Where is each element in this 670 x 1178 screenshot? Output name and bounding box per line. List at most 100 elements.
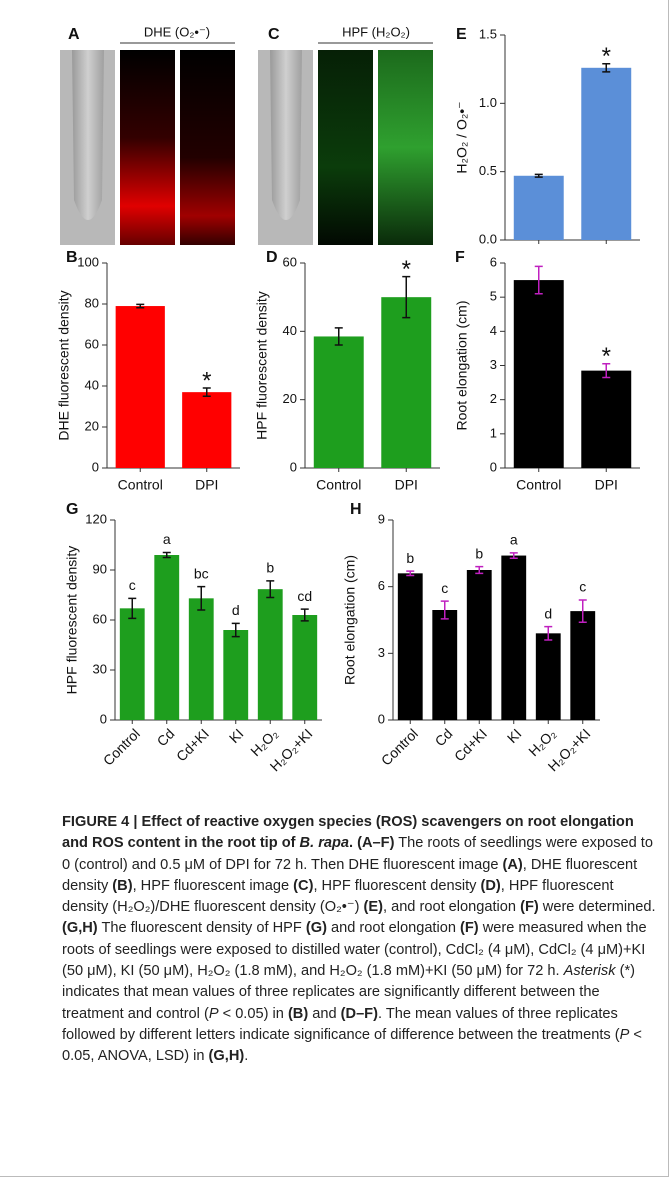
y-axis-label: HPF fluorescent density <box>64 546 80 695</box>
y-tick-label: 40 <box>85 377 99 392</box>
y-tick-label: 100 <box>77 254 99 269</box>
y-tick-label: 6 <box>378 578 385 593</box>
y-tick-label: 20 <box>283 391 297 406</box>
y-tick-label: 0 <box>290 459 297 474</box>
y-tick-label: 1.0 <box>479 95 497 110</box>
caption-run: , HPF fluorescent density <box>313 878 480 894</box>
image <box>378 50 433 245</box>
bar <box>581 68 631 240</box>
panel-label: C <box>268 26 280 43</box>
y-tick-label: 0 <box>490 459 497 474</box>
caption-run: , and root elongation <box>383 899 520 915</box>
y-tick-label: 40 <box>283 323 297 338</box>
panel-title: HPF (H₂O₂) <box>342 24 410 39</box>
caption-run: , HPF fluorescent image <box>133 878 294 894</box>
annotation: a <box>163 531 171 547</box>
caption-run: . (A–F) <box>349 835 394 851</box>
y-tick-label: 3 <box>378 645 385 660</box>
caption-run: P <box>620 1027 630 1043</box>
annotation: d <box>544 605 552 621</box>
x-tick-label: Cd <box>432 725 456 749</box>
bar <box>501 556 526 720</box>
bar <box>120 608 145 720</box>
caption-run: and <box>308 1006 340 1022</box>
caption-run: (D) <box>481 878 501 894</box>
bar <box>467 570 492 720</box>
annotation: * <box>402 256 411 283</box>
x-tick-label: Control <box>100 725 143 768</box>
bar <box>398 573 423 720</box>
bar <box>116 306 165 468</box>
bar <box>536 633 561 720</box>
caption-run: < 0.05) in <box>219 1006 288 1022</box>
image <box>318 50 373 245</box>
bar <box>292 615 317 720</box>
caption-run: and root elongation <box>327 920 460 936</box>
panel-label: E <box>456 26 467 43</box>
panel-label: G <box>66 501 78 518</box>
caption-run: (C) <box>293 878 313 894</box>
annotation: b <box>266 560 274 576</box>
y-tick-label: 60 <box>283 254 297 269</box>
caption-run: B. rapa <box>300 835 349 851</box>
y-tick-label: 0.0 <box>479 231 497 246</box>
x-tick-label: DPI <box>195 477 218 493</box>
caption-run: The fluorescent density of HPF <box>98 920 306 936</box>
y-tick-label: 20 <box>85 418 99 433</box>
annotation: cd <box>297 588 312 604</box>
caption-run: (G) <box>306 920 327 936</box>
x-tick-label: Control <box>118 477 163 493</box>
bar <box>514 176 564 240</box>
caption-run: (F) <box>520 899 539 915</box>
bar <box>381 297 431 468</box>
caption-run: . <box>244 1048 248 1064</box>
caption-run: Asterisk <box>564 963 616 979</box>
y-tick-label: 1 <box>490 425 497 440</box>
y-tick-label: 2 <box>490 391 497 406</box>
annotation: c <box>579 579 586 595</box>
caption-run: (G,H) <box>209 1048 245 1064</box>
y-axis-label: H₂O₂ / O₂•⁻ <box>454 101 470 173</box>
panel-title: DHE (O₂•⁻) <box>144 24 210 39</box>
y-tick-label: 6 <box>490 254 497 269</box>
x-tick-label: DPI <box>395 477 418 493</box>
x-tick-label: Control <box>516 477 561 493</box>
x-tick-label: Cd <box>154 725 178 749</box>
annotation: * <box>602 43 611 70</box>
panel-label: D <box>266 249 278 266</box>
annotation: d <box>232 602 240 618</box>
y-tick-label: 9 <box>378 511 385 526</box>
annotation: c <box>441 580 448 596</box>
annotation: c <box>129 577 136 593</box>
bar <box>432 610 457 720</box>
annotation: * <box>602 343 611 370</box>
y-tick-label: 0.5 <box>479 163 497 178</box>
annotation: b <box>406 550 414 566</box>
caption-run: P <box>209 1006 219 1022</box>
image <box>270 50 302 220</box>
caption-run: (G,H) <box>62 920 98 936</box>
caption-run: (B) <box>112 878 132 894</box>
y-tick-label: 30 <box>93 661 107 676</box>
x-tick-label: Cd+KI <box>173 725 212 764</box>
y-tick-label: 1.5 <box>479 26 497 41</box>
bar <box>182 392 231 468</box>
y-axis-label: Root elongation (cm) <box>454 301 470 431</box>
y-tick-label: 80 <box>85 295 99 310</box>
y-tick-label: 0 <box>100 711 107 726</box>
y-tick-label: 60 <box>93 611 107 626</box>
bar <box>258 589 283 720</box>
annotation: bc <box>194 565 209 581</box>
y-axis-label: Root elongation (cm) <box>342 555 358 685</box>
y-tick-label: 4 <box>490 323 497 338</box>
y-tick-label: 90 <box>93 561 107 576</box>
bar <box>314 336 364 468</box>
y-tick-label: 60 <box>85 336 99 351</box>
image <box>120 50 175 245</box>
x-tick-label: KI <box>504 725 525 746</box>
x-tick-label: Cd+KI <box>451 725 490 764</box>
panel-label: H <box>350 501 362 518</box>
caption-run: (A) <box>503 857 523 873</box>
panel-label: F <box>455 249 465 266</box>
